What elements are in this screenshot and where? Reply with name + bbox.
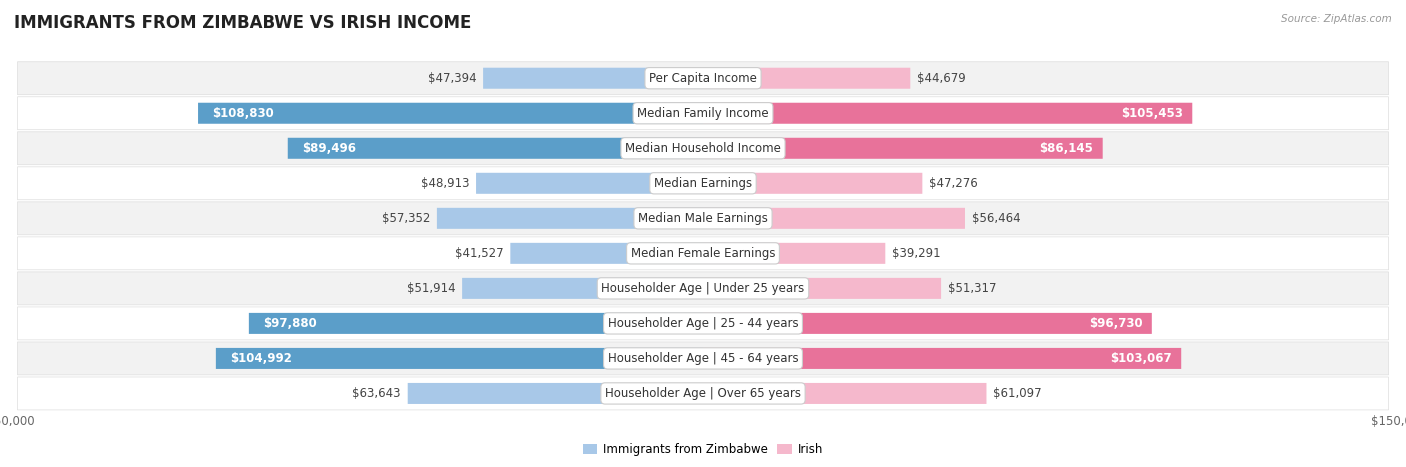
Text: IMMIGRANTS FROM ZIMBABWE VS IRISH INCOME: IMMIGRANTS FROM ZIMBABWE VS IRISH INCOME bbox=[14, 14, 471, 32]
Text: Householder Age | 25 - 44 years: Householder Age | 25 - 44 years bbox=[607, 317, 799, 330]
Text: $56,464: $56,464 bbox=[972, 212, 1021, 225]
Text: $86,145: $86,145 bbox=[1039, 142, 1094, 155]
Text: $39,291: $39,291 bbox=[893, 247, 941, 260]
FancyBboxPatch shape bbox=[437, 208, 703, 229]
FancyBboxPatch shape bbox=[249, 313, 703, 334]
Text: Householder Age | 45 - 64 years: Householder Age | 45 - 64 years bbox=[607, 352, 799, 365]
FancyBboxPatch shape bbox=[198, 103, 703, 124]
Text: $47,276: $47,276 bbox=[929, 177, 979, 190]
Text: $48,913: $48,913 bbox=[420, 177, 470, 190]
Text: $89,496: $89,496 bbox=[302, 142, 356, 155]
Text: $47,394: $47,394 bbox=[427, 72, 477, 85]
Text: Per Capita Income: Per Capita Income bbox=[650, 72, 756, 85]
FancyBboxPatch shape bbox=[703, 243, 886, 264]
FancyBboxPatch shape bbox=[703, 68, 910, 89]
FancyBboxPatch shape bbox=[703, 383, 987, 404]
FancyBboxPatch shape bbox=[217, 348, 703, 369]
Text: Median Female Earnings: Median Female Earnings bbox=[631, 247, 775, 260]
FancyBboxPatch shape bbox=[484, 68, 703, 89]
FancyBboxPatch shape bbox=[288, 138, 703, 159]
Text: $57,352: $57,352 bbox=[381, 212, 430, 225]
Text: $51,914: $51,914 bbox=[406, 282, 456, 295]
FancyBboxPatch shape bbox=[703, 138, 1102, 159]
FancyBboxPatch shape bbox=[463, 278, 703, 299]
FancyBboxPatch shape bbox=[17, 132, 1389, 165]
FancyBboxPatch shape bbox=[703, 313, 1152, 334]
FancyBboxPatch shape bbox=[17, 377, 1389, 410]
FancyBboxPatch shape bbox=[17, 342, 1389, 375]
FancyBboxPatch shape bbox=[17, 97, 1389, 130]
Text: $44,679: $44,679 bbox=[917, 72, 966, 85]
FancyBboxPatch shape bbox=[703, 103, 1192, 124]
Text: $96,730: $96,730 bbox=[1088, 317, 1143, 330]
FancyBboxPatch shape bbox=[703, 278, 941, 299]
Text: $51,317: $51,317 bbox=[948, 282, 997, 295]
FancyBboxPatch shape bbox=[408, 383, 703, 404]
Text: $108,830: $108,830 bbox=[212, 107, 274, 120]
FancyBboxPatch shape bbox=[17, 62, 1389, 95]
FancyBboxPatch shape bbox=[17, 202, 1389, 235]
FancyBboxPatch shape bbox=[17, 272, 1389, 305]
Text: $61,097: $61,097 bbox=[994, 387, 1042, 400]
Text: $41,527: $41,527 bbox=[454, 247, 503, 260]
FancyBboxPatch shape bbox=[510, 243, 703, 264]
Text: $105,453: $105,453 bbox=[1121, 107, 1182, 120]
FancyBboxPatch shape bbox=[17, 237, 1389, 270]
Text: $97,880: $97,880 bbox=[263, 317, 316, 330]
FancyBboxPatch shape bbox=[17, 307, 1389, 340]
Text: Householder Age | Over 65 years: Householder Age | Over 65 years bbox=[605, 387, 801, 400]
FancyBboxPatch shape bbox=[477, 173, 703, 194]
Legend: Immigrants from Zimbabwe, Irish: Immigrants from Zimbabwe, Irish bbox=[578, 439, 828, 461]
Text: Median Earnings: Median Earnings bbox=[654, 177, 752, 190]
FancyBboxPatch shape bbox=[17, 167, 1389, 200]
Text: Source: ZipAtlas.com: Source: ZipAtlas.com bbox=[1281, 14, 1392, 24]
FancyBboxPatch shape bbox=[703, 348, 1181, 369]
Text: $63,643: $63,643 bbox=[353, 387, 401, 400]
Text: Median Household Income: Median Household Income bbox=[626, 142, 780, 155]
Text: Median Family Income: Median Family Income bbox=[637, 107, 769, 120]
Text: $104,992: $104,992 bbox=[229, 352, 291, 365]
Text: $103,067: $103,067 bbox=[1111, 352, 1173, 365]
Text: Median Male Earnings: Median Male Earnings bbox=[638, 212, 768, 225]
FancyBboxPatch shape bbox=[703, 173, 922, 194]
FancyBboxPatch shape bbox=[703, 208, 965, 229]
Text: Householder Age | Under 25 years: Householder Age | Under 25 years bbox=[602, 282, 804, 295]
